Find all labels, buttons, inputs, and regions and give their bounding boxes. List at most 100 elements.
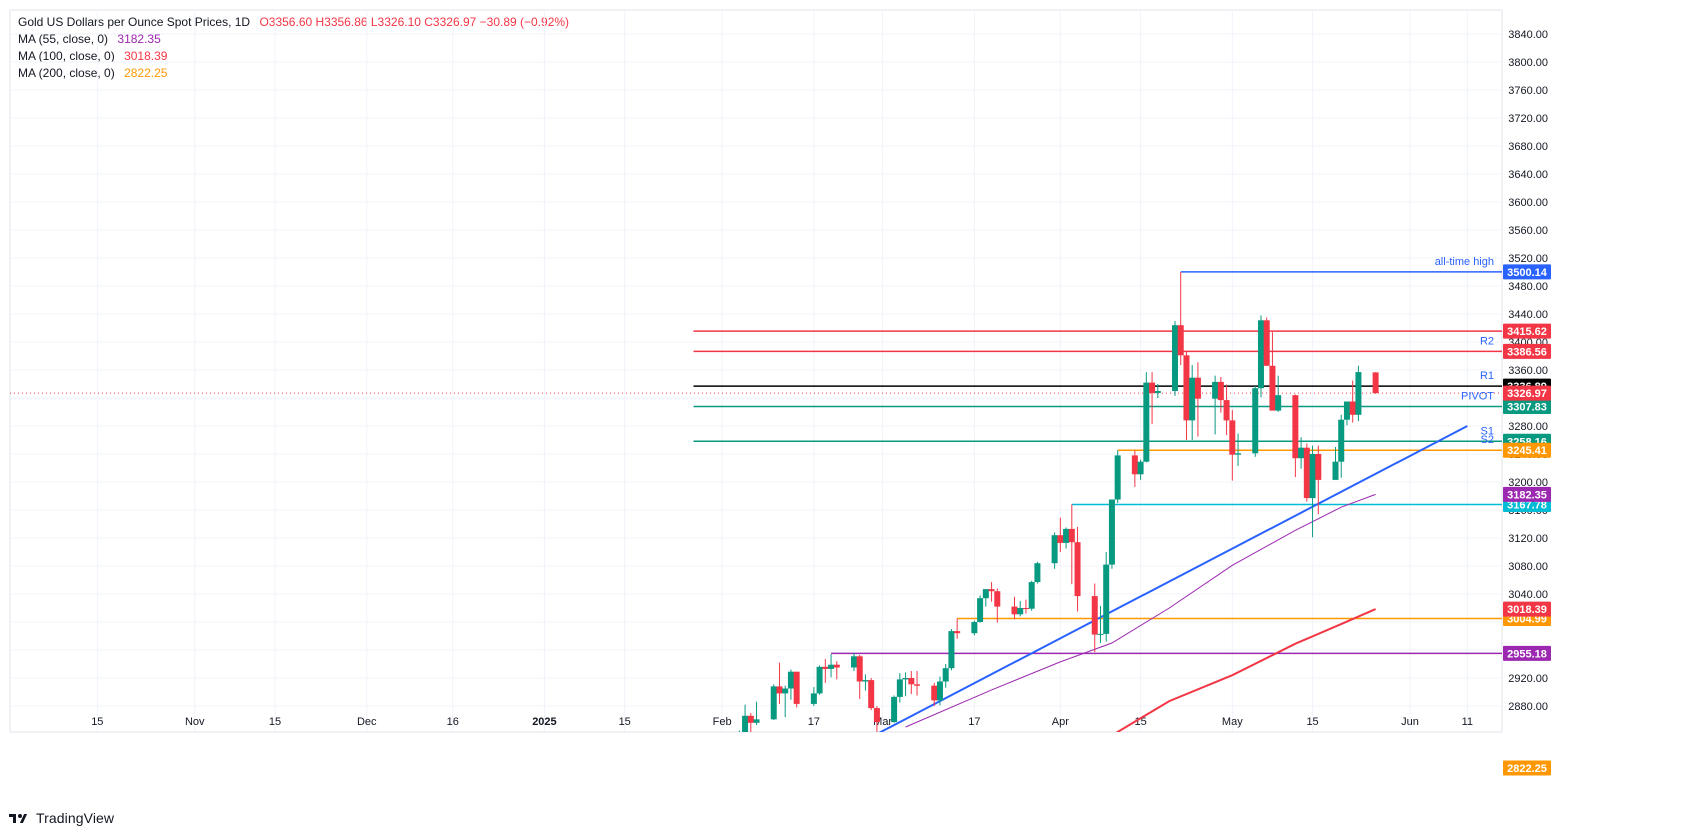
candle-body xyxy=(1217,381,1224,401)
candle xyxy=(1217,377,1224,413)
candle xyxy=(828,654,835,678)
y-tick-label: 3680.00 xyxy=(1508,141,1548,153)
candle xyxy=(742,704,749,732)
level-price-tag-bg xyxy=(1503,343,1551,359)
candle xyxy=(971,620,978,636)
candle xyxy=(868,678,875,711)
candle xyxy=(902,672,909,697)
candle xyxy=(1051,532,1058,569)
candle-body xyxy=(1171,325,1178,391)
candle xyxy=(1189,365,1196,440)
level-price-tag-bg xyxy=(1503,645,1551,661)
candle xyxy=(977,595,984,623)
chart-legend: Gold US Dollars per Ounce Spot Prices, 1… xyxy=(18,14,569,82)
x-tick-label: 2025 xyxy=(532,716,556,728)
candle-body xyxy=(1292,395,1299,459)
legend-ma200[interactable]: MA (200, close, 0) 2822.25 xyxy=(18,65,569,82)
candle-body xyxy=(1194,377,1201,399)
candle-body xyxy=(1154,391,1161,394)
candle xyxy=(850,652,857,671)
candle-body xyxy=(942,668,949,682)
level-price-tag-bg xyxy=(1503,323,1551,339)
level-label: R1 xyxy=(1480,370,1494,382)
candle xyxy=(1257,315,1264,398)
x-tick-label: 15 xyxy=(91,716,103,728)
candle-body xyxy=(873,708,880,723)
level-price-tag: 3245.41 xyxy=(1503,442,1551,458)
candle-body xyxy=(891,696,898,723)
candle xyxy=(1235,433,1242,466)
candle-body xyxy=(1349,401,1356,415)
y-tick-label: 3840.00 xyxy=(1508,29,1548,41)
candle-body xyxy=(747,715,754,723)
candle xyxy=(988,582,995,602)
candle xyxy=(1343,401,1350,426)
candle-body xyxy=(1183,355,1190,421)
level-price-tag-bg xyxy=(1503,442,1551,458)
candle-body xyxy=(822,666,829,669)
candle xyxy=(1028,580,1035,611)
candle-body xyxy=(810,693,817,704)
candle xyxy=(810,687,817,706)
level-price-tag: 3500.14 xyxy=(1503,264,1551,280)
level-label: S1 xyxy=(1481,425,1494,437)
candle-body xyxy=(1108,499,1115,565)
candle-body xyxy=(1372,372,1379,394)
candle-body xyxy=(1017,608,1024,615)
candle-body xyxy=(1034,563,1041,583)
x-tick-label: 15 xyxy=(1306,716,1318,728)
y-tick-label: 3600.00 xyxy=(1508,197,1548,209)
legend-ma55[interactable]: MA (55, close, 0) 3182.35 xyxy=(18,31,569,48)
candle xyxy=(747,713,754,732)
tradingview-logo[interactable]: TradingView xyxy=(9,810,114,826)
candle-body xyxy=(988,589,995,592)
candle-body xyxy=(994,591,1001,607)
level-label: PIVOT xyxy=(1461,391,1494,403)
candle xyxy=(787,669,794,700)
x-tick-label: May xyxy=(1222,716,1243,728)
level-price-tag: 3386.56 xyxy=(1503,343,1551,359)
candle-body xyxy=(971,622,978,634)
y-tick-label: 3200.00 xyxy=(1508,477,1548,489)
y-tick-label: 3040.00 xyxy=(1508,589,1548,601)
level-label: all-time high xyxy=(1435,256,1494,268)
candle xyxy=(1269,332,1276,411)
y-tick-label: 3560.00 xyxy=(1508,225,1548,237)
price-tag-bg xyxy=(1503,486,1551,502)
candle xyxy=(770,684,777,720)
price-tag-bg xyxy=(1503,385,1551,401)
candle-body xyxy=(902,678,909,680)
legend-ma100[interactable]: MA (100, close, 0) 3018.39 xyxy=(18,48,569,65)
candle-body xyxy=(1028,582,1035,609)
candle xyxy=(1057,517,1064,552)
level-price-tag: 3307.83 xyxy=(1503,399,1551,415)
candle-body xyxy=(1103,564,1110,634)
candle-body xyxy=(1298,447,1305,459)
ma200-label: MA (200, close, 0) xyxy=(18,66,115,80)
x-tick-label: 17 xyxy=(968,716,980,728)
candle xyxy=(1011,596,1018,620)
moving-average-line xyxy=(1115,608,1376,732)
candle-body xyxy=(753,719,760,723)
candle xyxy=(1017,601,1024,617)
candle xyxy=(1149,372,1156,424)
candle xyxy=(954,618,961,639)
candle-body xyxy=(776,686,783,694)
level-price-tag-text: 3500.14 xyxy=(1507,267,1548,279)
candle-body xyxy=(1229,420,1236,455)
candle-body xyxy=(908,678,915,685)
level-price-tag-bg xyxy=(1503,399,1551,415)
candle xyxy=(862,674,869,691)
candle xyxy=(1303,443,1310,502)
candle xyxy=(1114,450,1121,503)
candle xyxy=(1194,362,1201,437)
brand-name: TradingView xyxy=(36,810,115,826)
candle-body xyxy=(868,680,875,709)
candle xyxy=(833,661,840,680)
candle xyxy=(1292,394,1299,478)
symbol-title[interactable]: Gold US Dollars per Ounce Spot Prices, 1… xyxy=(18,15,251,29)
moving-average-line xyxy=(905,493,1376,728)
level-price-tag-text: 3167.78 xyxy=(1507,500,1547,512)
candle-body xyxy=(1223,400,1230,421)
